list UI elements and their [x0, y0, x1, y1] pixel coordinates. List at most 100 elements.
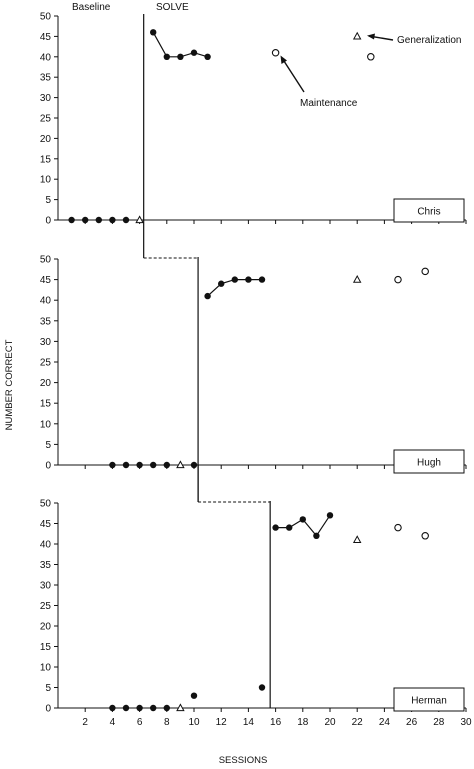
y-tick-label: 5	[45, 195, 51, 206]
y-tick-label: 0	[45, 704, 51, 715]
intervention-point	[204, 292, 211, 300]
baseline-point	[122, 461, 130, 469]
baseline-point	[122, 216, 130, 224]
y-tick-label: 20	[40, 622, 52, 633]
generalization-point	[176, 460, 185, 469]
maintenance-point	[394, 275, 402, 284]
x-tick-label: 30	[460, 717, 472, 728]
intervention-point	[326, 512, 334, 519]
y-tick-label: 10	[40, 175, 52, 186]
intervention-point	[258, 276, 266, 283]
intervention-point	[204, 53, 211, 60]
y-tick-label: 50	[40, 255, 52, 266]
baseline-point	[190, 692, 198, 699]
baseline-point	[136, 704, 143, 712]
baseline-point	[68, 216, 75, 224]
x-tick-label: 18	[297, 717, 309, 728]
baseline-point	[163, 461, 170, 469]
y-tick-label: 35	[40, 560, 52, 571]
maintenance-point	[421, 267, 429, 276]
y-tick-label: 30	[40, 581, 52, 592]
y-tick-label: 15	[40, 642, 52, 653]
intervention-point	[163, 53, 170, 60]
y-tick-label: 45	[40, 32, 52, 43]
x-tick-label: 12	[216, 717, 228, 728]
baseline-point	[258, 684, 266, 691]
y-tick-label: 25	[40, 114, 52, 125]
baseline-point	[150, 461, 157, 469]
x-tick-label: 14	[243, 717, 255, 728]
y-tick-label: 5	[45, 683, 51, 694]
generalization-point	[352, 535, 362, 543]
intervention-point	[286, 524, 293, 531]
chart-panels: 05101520253035404550Chris051015202530354…	[40, 12, 472, 729]
generalization-point	[352, 31, 362, 40]
x-tick-label: 4	[110, 717, 116, 728]
y-tick-label: 50	[40, 499, 52, 510]
y-tick-label: 15	[40, 399, 52, 410]
generalization-annotation: Generalization	[397, 35, 461, 46]
x-tick-label: 22	[352, 717, 364, 728]
y-tick-label: 20	[40, 134, 52, 145]
maintenance-point	[421, 532, 429, 540]
baseline-phase-label: Baseline	[72, 2, 111, 13]
participant-name: Chris	[417, 207, 440, 218]
y-axis-title: NUMBER CORRECT	[4, 339, 15, 430]
x-tick-label: 10	[188, 717, 200, 728]
baseline-point	[109, 461, 116, 469]
maintenance-point	[394, 523, 402, 532]
y-tick-label: 0	[45, 461, 51, 472]
y-tick-label: 25	[40, 358, 52, 369]
y-tick-label: 50	[40, 12, 52, 23]
x-tick-label: 6	[137, 717, 143, 728]
panel-hugh: 0 5 10 15 20 25 30 35 40 45 50 Hugh	[40, 255, 467, 474]
baseline-point	[163, 704, 170, 712]
solve-phase-label: SOLVE	[156, 2, 189, 13]
intervention-point	[231, 276, 238, 283]
y-tick-label: 30	[40, 93, 52, 104]
intervention-point	[272, 524, 279, 531]
x-tick-label: 2	[82, 717, 88, 728]
y-tick-label: 10	[40, 419, 52, 430]
baseline-point	[150, 704, 157, 712]
y-tick-label: 45	[40, 275, 52, 286]
y-tick-label: 35	[40, 73, 52, 84]
y-tick-label: 30	[40, 337, 52, 348]
baseline-point	[109, 216, 116, 224]
baseline-point	[190, 461, 198, 469]
maintenance-arrowhead	[280, 55, 287, 64]
x-tick-label: 24	[379, 717, 391, 728]
maintenance-annotation: Maintenance	[300, 98, 358, 109]
participant-name: Herman	[411, 696, 447, 707]
baseline-point	[95, 216, 103, 224]
maintenance-point	[271, 48, 280, 57]
y-tick-label: 40	[40, 52, 52, 63]
maintenance-arrow	[281, 57, 305, 93]
intervention-point	[313, 532, 320, 539]
generalization-point	[176, 703, 185, 712]
participant-box	[393, 198, 465, 223]
x-axis-title: SESSIONS	[219, 755, 268, 766]
y-tick-label: 35	[40, 316, 52, 327]
y-tick-label: 0	[45, 216, 51, 227]
y-tick-label: 40	[40, 296, 52, 307]
y-tick-label: 10	[40, 663, 52, 674]
baseline-point	[109, 704, 116, 712]
y-tick-label: 45	[40, 519, 52, 530]
participant-name: Hugh	[417, 458, 441, 469]
y-tick-label: 40	[40, 540, 52, 551]
generalization-arrowhead	[367, 33, 375, 40]
baseline-point	[82, 216, 89, 224]
x-tick-label: 28	[433, 717, 445, 728]
intervention-point	[245, 276, 252, 283]
intervention-line	[152, 32, 208, 58]
phase-step-connectors	[143, 220, 271, 503]
y-tick-label: 25	[40, 601, 52, 612]
y-tick-label: 15	[40, 154, 52, 165]
maintenance-point	[367, 53, 375, 61]
intervention-point	[299, 516, 306, 523]
participant-box	[393, 449, 465, 474]
participant-box	[393, 687, 465, 712]
